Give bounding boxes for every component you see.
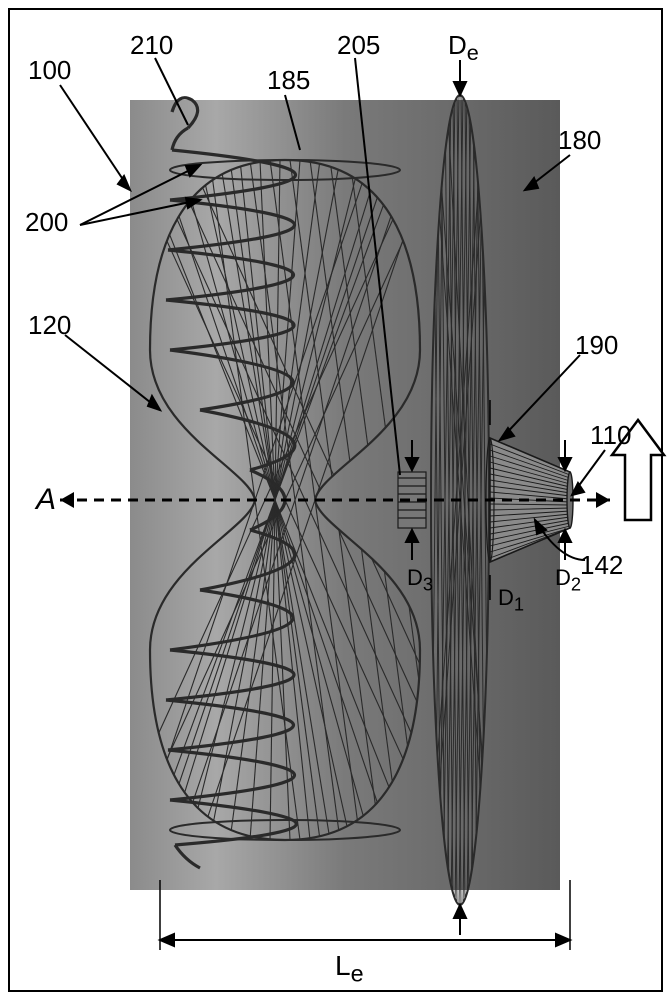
label-A: A bbox=[36, 483, 56, 517]
label-D1-sub: 1 bbox=[514, 593, 524, 614]
label-205: 205 bbox=[337, 30, 380, 61]
label-D3: D3 bbox=[407, 565, 433, 595]
label-110: 110 bbox=[590, 420, 631, 451]
label-D3-main: D bbox=[407, 565, 423, 590]
label-100: 100 bbox=[28, 55, 71, 86]
label-De: De bbox=[448, 30, 479, 66]
label-185: 185 bbox=[267, 65, 310, 96]
label-142: 142 bbox=[580, 550, 623, 581]
label-200: 200 bbox=[25, 207, 68, 238]
label-Le-sub: e bbox=[351, 961, 364, 987]
label-Le: Le bbox=[335, 950, 364, 988]
label-De-sub: e bbox=[467, 40, 479, 65]
label-D1: D1 bbox=[498, 585, 524, 615]
label-Le-main: L bbox=[335, 950, 351, 981]
label-180: 180 bbox=[558, 125, 601, 156]
label-D2: D2 bbox=[555, 565, 581, 595]
label-D2-main: D bbox=[555, 565, 571, 590]
label-De-main: D bbox=[448, 30, 467, 60]
label-190: 190 bbox=[575, 330, 618, 361]
label-120: 120 bbox=[28, 310, 71, 341]
label-D2-sub: 2 bbox=[571, 573, 581, 594]
label-D3-sub: 3 bbox=[423, 573, 433, 594]
label-210: 210 bbox=[130, 30, 173, 61]
label-D1-main: D bbox=[498, 585, 514, 610]
